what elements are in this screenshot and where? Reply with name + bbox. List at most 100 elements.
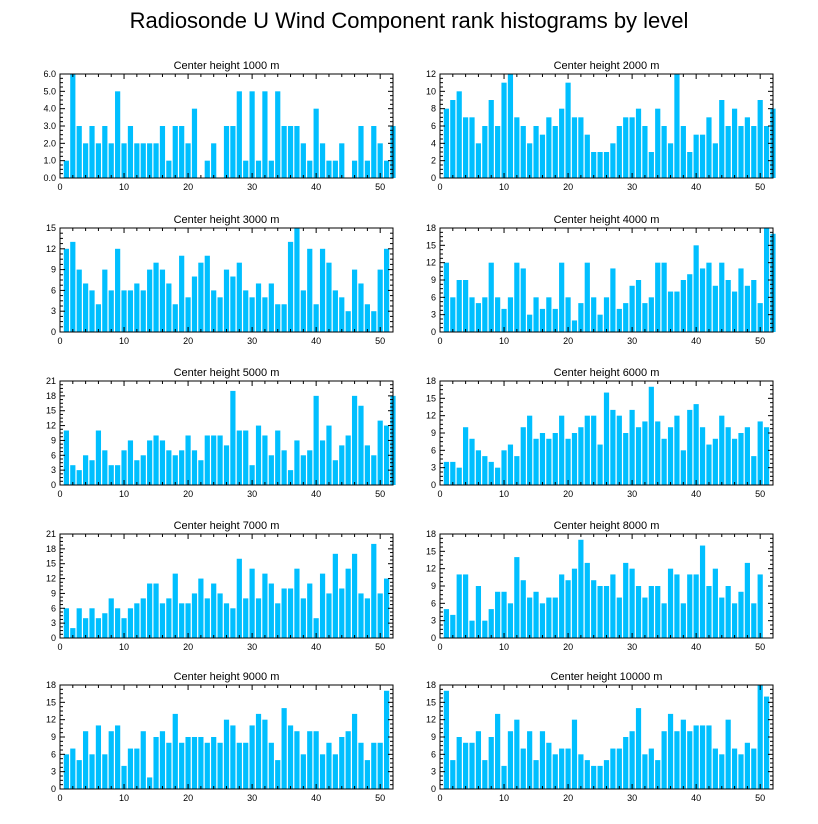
y-tick-label: 12 bbox=[426, 411, 436, 421]
bar bbox=[153, 143, 159, 178]
bar bbox=[339, 445, 345, 485]
bar bbox=[450, 760, 456, 789]
x-tick-label: 50 bbox=[375, 489, 385, 499]
bar bbox=[115, 725, 121, 789]
y-tick-label: 0 bbox=[431, 784, 436, 794]
bar bbox=[351, 269, 358, 332]
bar bbox=[495, 126, 501, 178]
bar bbox=[475, 586, 482, 638]
y-tick-label: 3 bbox=[51, 465, 56, 475]
bar bbox=[268, 742, 274, 789]
bar bbox=[699, 268, 706, 332]
bar bbox=[667, 427, 674, 485]
y-tick-label: 15 bbox=[426, 240, 436, 250]
bar bbox=[166, 450, 172, 485]
bar bbox=[501, 765, 507, 789]
bar bbox=[134, 143, 140, 178]
bar bbox=[383, 578, 390, 638]
bar bbox=[358, 126, 364, 178]
bar bbox=[364, 445, 370, 485]
bar bbox=[89, 290, 95, 332]
bar bbox=[648, 152, 654, 178]
bar bbox=[731, 603, 738, 638]
bar bbox=[236, 262, 242, 332]
bar bbox=[552, 126, 558, 178]
bar bbox=[281, 126, 287, 178]
bar bbox=[172, 573, 178, 638]
bar bbox=[763, 126, 770, 178]
bar bbox=[738, 126, 744, 178]
panel-7: Center height 7000 m 0 3 6 9 12 15 18 21 0 10 20 30 4… bbox=[46, 520, 394, 652]
bar bbox=[76, 760, 82, 789]
bar bbox=[571, 117, 578, 178]
bar bbox=[95, 143, 102, 178]
bar bbox=[76, 269, 82, 332]
bar bbox=[706, 117, 712, 178]
bar bbox=[102, 754, 108, 789]
bar bbox=[255, 160, 262, 178]
bar bbox=[559, 262, 565, 332]
bar bbox=[255, 713, 262, 789]
y-tick-label: 3 bbox=[51, 767, 56, 777]
bar bbox=[102, 269, 108, 332]
bar bbox=[211, 435, 217, 485]
bar bbox=[326, 160, 332, 178]
bar bbox=[204, 598, 210, 638]
bar bbox=[217, 435, 223, 485]
bar bbox=[236, 91, 242, 178]
bar bbox=[172, 713, 178, 789]
bar bbox=[610, 409, 616, 485]
bar bbox=[469, 297, 475, 332]
bar bbox=[642, 421, 648, 485]
y-tick-label: 0 bbox=[431, 327, 436, 337]
bar bbox=[153, 737, 159, 789]
bar bbox=[616, 308, 622, 332]
bar bbox=[70, 628, 76, 638]
x-tick-label: 50 bbox=[375, 182, 385, 192]
bar bbox=[488, 100, 494, 178]
y-tick-label: 3 bbox=[431, 767, 436, 777]
bar bbox=[552, 597, 558, 638]
bar bbox=[719, 415, 725, 485]
bar bbox=[345, 435, 351, 485]
bar bbox=[63, 608, 69, 638]
bar bbox=[655, 108, 661, 178]
bar bbox=[204, 255, 210, 332]
x-tick-label: 0 bbox=[437, 489, 442, 499]
bar bbox=[693, 725, 699, 789]
bar bbox=[565, 748, 571, 789]
bar bbox=[371, 543, 377, 638]
bar bbox=[661, 438, 667, 485]
bar bbox=[712, 568, 718, 638]
x-tick-label: 30 bbox=[627, 182, 637, 192]
bar bbox=[268, 283, 274, 332]
bar bbox=[463, 427, 469, 485]
bar bbox=[488, 609, 494, 638]
x-tick-label: 20 bbox=[563, 642, 573, 652]
bar bbox=[712, 285, 718, 332]
x-tick-label: 20 bbox=[563, 489, 573, 499]
bar bbox=[443, 262, 449, 332]
x-tick-label: 10 bbox=[499, 336, 509, 346]
bar bbox=[738, 433, 744, 485]
bar bbox=[706, 586, 712, 638]
bar bbox=[281, 588, 287, 638]
bar bbox=[591, 297, 597, 332]
bar bbox=[597, 586, 603, 638]
bar bbox=[95, 430, 102, 485]
bar bbox=[115, 91, 121, 178]
x-tick-label: 40 bbox=[691, 642, 701, 652]
bar bbox=[533, 126, 539, 178]
y-tick-label: 6 bbox=[51, 285, 56, 295]
y-tick-label: 15 bbox=[46, 406, 56, 416]
bar bbox=[134, 460, 140, 485]
bar bbox=[744, 117, 750, 178]
bar bbox=[501, 591, 507, 638]
bar bbox=[693, 245, 699, 332]
bar bbox=[223, 269, 230, 332]
bar bbox=[706, 444, 712, 485]
bar bbox=[725, 126, 731, 178]
y-tick-label: 8 bbox=[431, 104, 436, 114]
bar bbox=[166, 598, 172, 638]
bar bbox=[153, 435, 159, 485]
